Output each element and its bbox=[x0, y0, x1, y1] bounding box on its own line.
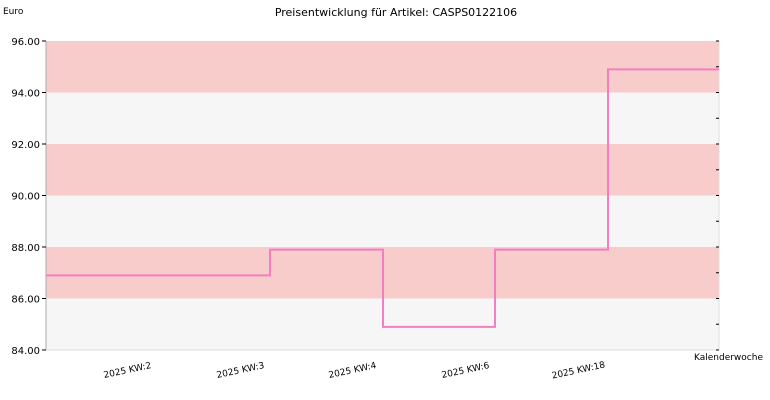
x-tick-label: 2025 KW:3 bbox=[216, 361, 266, 381]
chart-title: Preisentwicklung für Artikel: CASPS01221… bbox=[275, 6, 517, 19]
band-90-92 bbox=[46, 144, 719, 196]
y-tick-label: 96.00 bbox=[11, 37, 40, 48]
y-axis-label: Euro bbox=[3, 7, 24, 17]
y-tick-label: 92.00 bbox=[11, 140, 40, 151]
band-92-94 bbox=[46, 92, 719, 144]
y-tick-label: 94.00 bbox=[11, 89, 40, 100]
y-tick-label: 88.00 bbox=[11, 243, 40, 254]
x-tick-label: 2025 KW:6 bbox=[441, 361, 491, 381]
series-layer bbox=[46, 68, 719, 328]
y-tick-label: 84.00 bbox=[11, 346, 40, 357]
x-axis-label: Kalenderwoche bbox=[694, 353, 763, 363]
y-tick-label: 86.00 bbox=[11, 295, 40, 306]
band-88-90 bbox=[46, 195, 719, 247]
y-tick-label: 90.00 bbox=[11, 192, 40, 203]
x-tick-label: 2025 KW:2 bbox=[103, 361, 153, 381]
background-bands bbox=[46, 41, 719, 350]
band-94-96 bbox=[46, 41, 719, 93]
x-tick-label: 2025 KW:4 bbox=[328, 361, 378, 381]
x-tick-label: 2025 KW:18 bbox=[551, 360, 606, 381]
